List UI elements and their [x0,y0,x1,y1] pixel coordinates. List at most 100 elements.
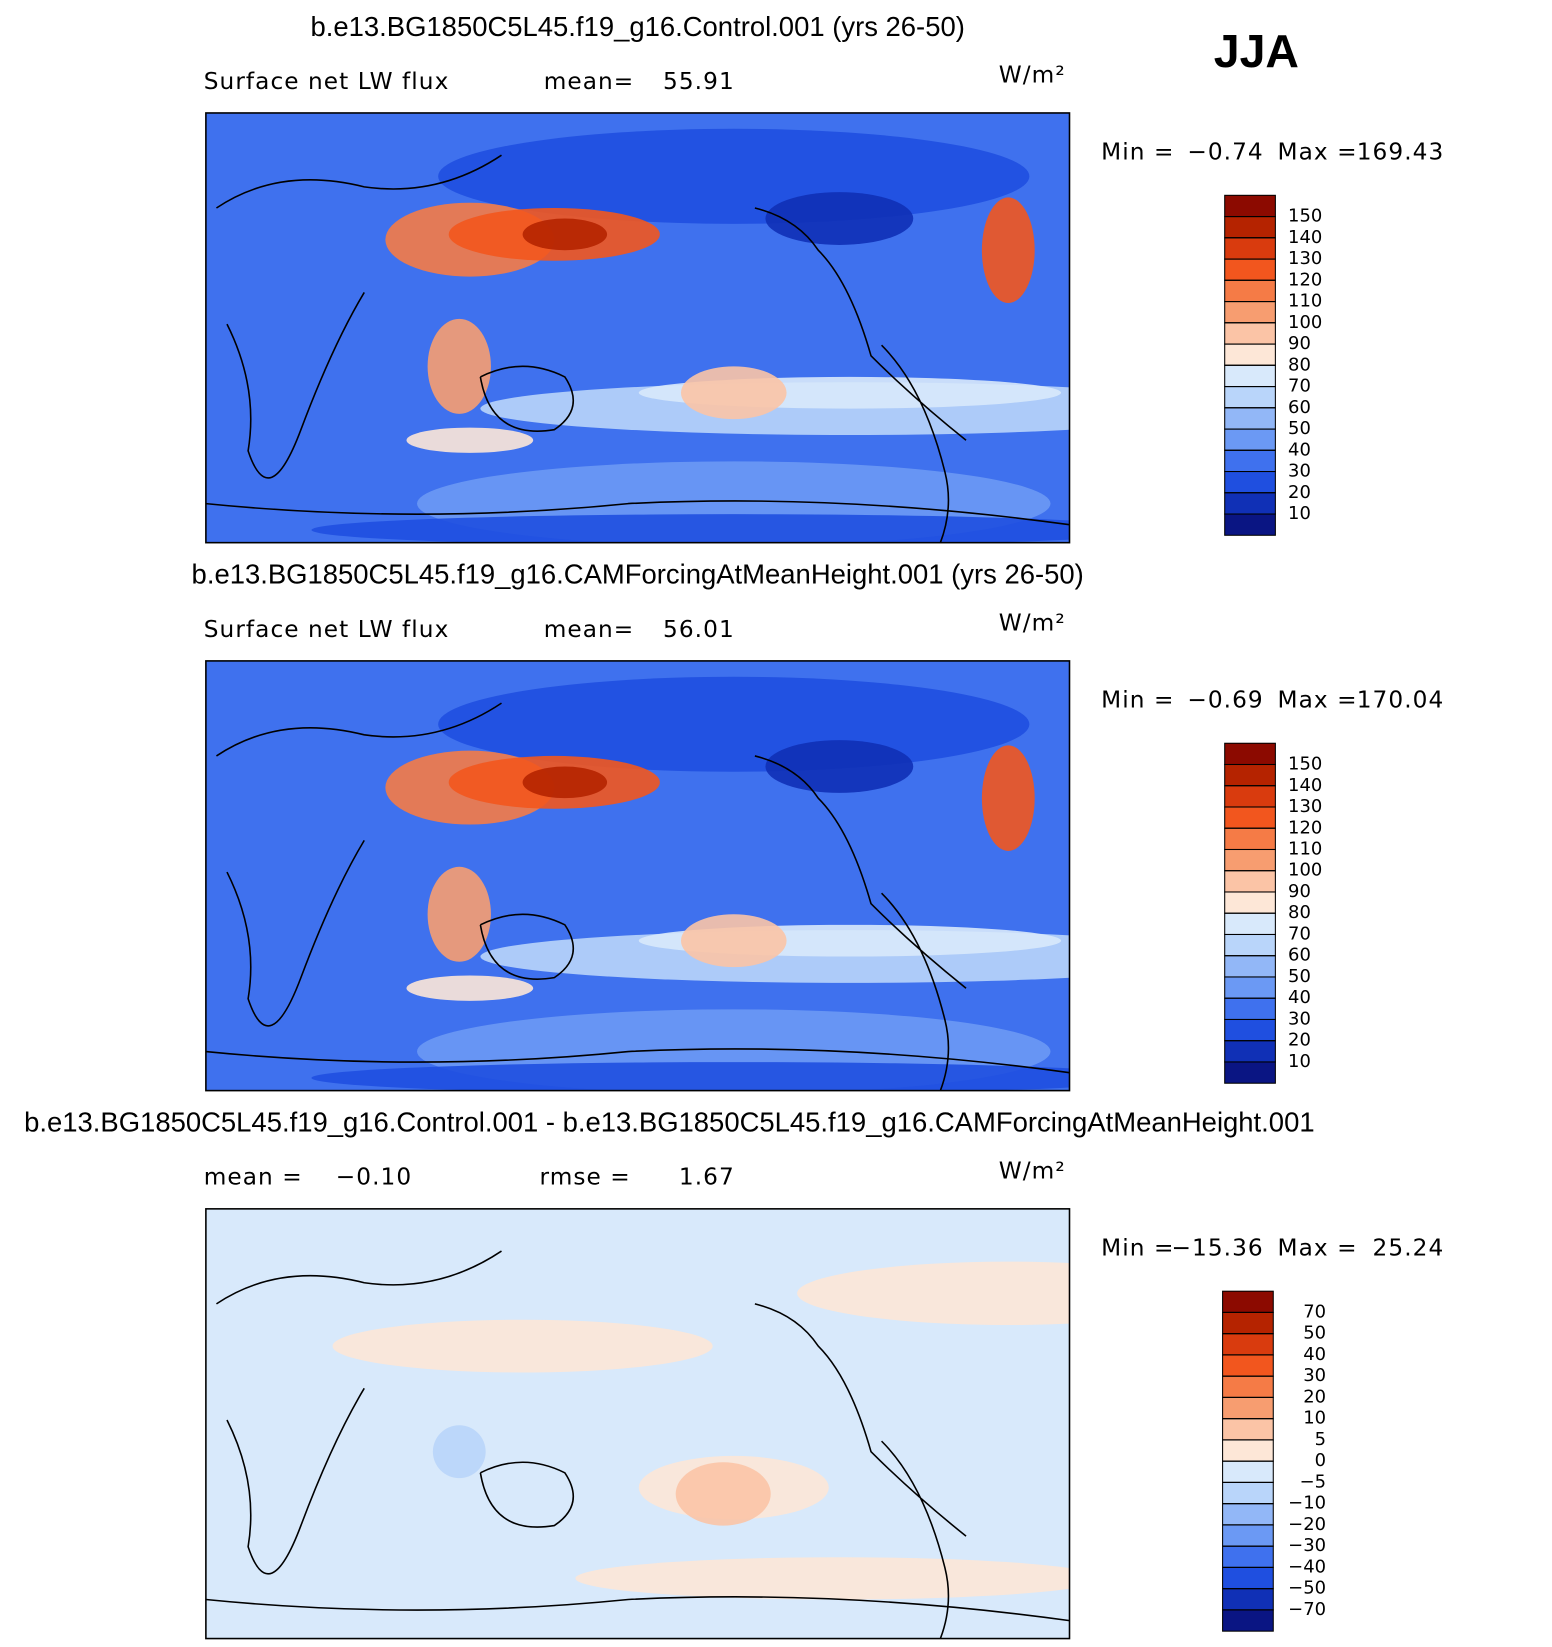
colorbar-label: 50 [1288,966,1311,987]
colorbar-box [1224,1061,1276,1084]
colorbar-label: −50 [1288,1578,1326,1599]
map-frame [205,112,1071,544]
colorbar-label: 100 [1288,860,1322,881]
map-contour [311,1062,1070,1091]
map-contour [797,1261,1070,1325]
colorbar-label: −30 [1288,1535,1326,1556]
range-label: Max = [1277,1234,1357,1261]
map [205,1208,1135,1639]
colorbar-label: 40 [1303,1344,1326,1365]
map-contour [432,1425,486,1479]
colorbar-label: 30 [1288,1008,1311,1029]
colorbar-box [1222,1524,1274,1547]
map-contour [427,866,491,962]
colorbar-box [1224,216,1276,239]
colorbar-label: 90 [1288,333,1311,354]
colorbar-box [1224,449,1276,473]
colorbar-label: −70 [1288,1599,1326,1620]
map-frame [205,660,1071,1092]
map-contour [765,740,914,793]
colorbar-box [1222,1418,1274,1441]
colorbar-box [1224,428,1276,451]
colorbar-label: 10 [1303,1408,1326,1429]
map-contour [406,975,534,1001]
range-label: 169.43 [1357,139,1445,166]
colorbar-label: 60 [1288,397,1311,418]
coastline [205,702,1070,1091]
colorbar-label: −5 [1300,1471,1326,1492]
units: W/m² [999,1157,1066,1184]
map-contour [981,745,1035,851]
map-contour [1082,340,1166,414]
colorbar-label: 140 [1288,227,1322,248]
colorbar-box [1224,301,1276,324]
colorbar-label: 5 [1315,1429,1326,1450]
colorbar-box [1222,1396,1274,1420]
panel-stat: rmse = [540,1164,631,1191]
map-contour [522,766,608,799]
colorbar-box [1224,806,1276,829]
colorbar-label: 110 [1288,291,1322,312]
colorbar-label: 80 [1288,354,1311,375]
panel-stat: Surface net LW flux [204,68,450,95]
colorbar-box [1224,763,1276,787]
colorbar-box [1222,1481,1274,1505]
colorbar-box [1222,1503,1274,1526]
colorbar-label: 30 [1303,1365,1326,1386]
colorbar-box [1224,386,1276,409]
panel-title: b.e13.BG1850C5L45.f19_g16.Control.001 - … [24,1107,1314,1138]
map-contour [675,1462,771,1526]
range-label: −15.36 [1171,1234,1263,1261]
colorbar-box [1224,258,1276,281]
map-contour [1087,951,1119,1025]
map-contour [406,427,534,453]
colorbar-label: 150 [1288,754,1322,775]
colorbar-label: 70 [1288,923,1311,944]
map-contour [1082,888,1166,962]
map-contour [1087,403,1119,477]
colorbar-box [1224,407,1276,430]
panel-stat: Surface net LW flux [204,616,450,643]
colorbar-label: 120 [1288,817,1322,838]
colorbar-box [1224,471,1276,494]
range-label: −0.69 [1187,687,1263,714]
panel-stat: mean = [204,1164,303,1191]
panel-stat: mean= [544,616,635,643]
map-contour [981,197,1035,304]
colorbar-box [1224,848,1276,872]
colorbar-label: 70 [1288,376,1311,397]
panel-stat: 1.67 [679,1164,735,1191]
range-label: Min = [1101,687,1174,714]
colorbar-label: 40 [1288,439,1311,460]
panel-stat: 55.91 [663,68,735,95]
panel-stat: −0.10 [336,1164,412,1191]
colorbar-box [1222,1311,1274,1335]
colorbar-box [1222,1588,1274,1611]
colorbar-box [1224,513,1276,536]
range-label: Min = [1101,139,1174,166]
colorbar-box [1224,1040,1276,1063]
map-contour [522,218,608,251]
colorbar-box [1224,237,1276,260]
colorbar-box [1224,492,1276,515]
colorbar-box [1222,1609,1274,1632]
colorbar-box [1224,742,1276,766]
colorbar-label: 30 [1288,461,1311,482]
colorbar-box [1222,1545,1274,1568]
colorbar-box [1224,997,1276,1021]
colorbar-box [1222,1375,1274,1398]
colorbar-label: 70 [1303,1301,1326,1322]
map [205,112,1166,543]
map-contour [575,1557,1070,1600]
range-label: Max = [1277,687,1357,714]
range-label: 170.04 [1357,687,1445,714]
map-contour [311,514,1070,543]
colorbar-label: 60 [1288,945,1311,966]
colorbar-label: 20 [1288,1030,1311,1051]
colorbar-box [1224,322,1276,345]
map-contour [680,914,787,968]
colorbar-label: 130 [1288,248,1322,269]
colorbar-box [1222,1460,1274,1483]
colorbar-label: −10 [1288,1493,1326,1514]
map-contour [1072,1452,1135,1515]
